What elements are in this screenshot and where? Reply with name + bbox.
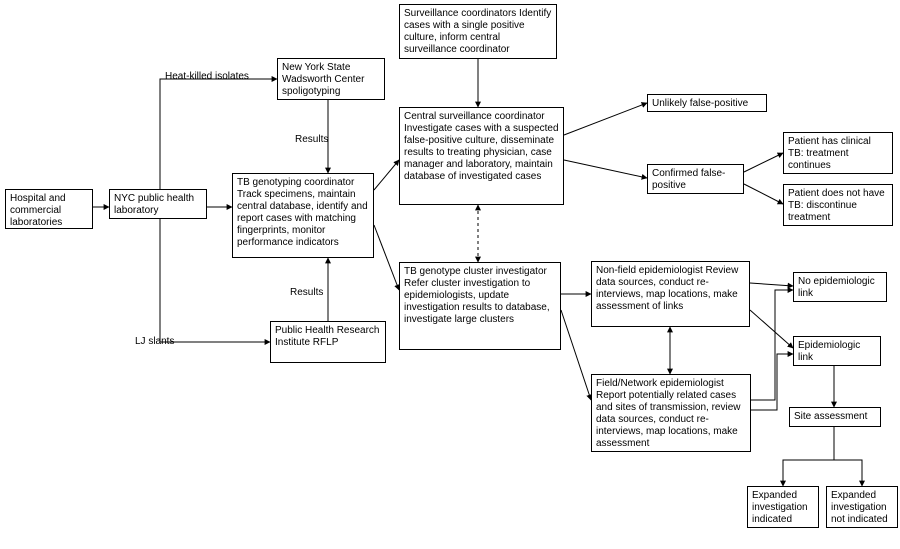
edge-7 — [374, 225, 399, 290]
edge-17 — [750, 283, 793, 286]
node-central_surv: Central surveillance coordinator Investi… — [399, 107, 564, 205]
node-exp_not_ind: Expanded investigation not indicated — [826, 486, 898, 528]
edge-6 — [374, 160, 399, 190]
edge-11 — [564, 160, 647, 178]
edge-15 — [561, 310, 591, 400]
node-hospital: Hospital and commercial laboratories — [5, 189, 93, 229]
node-field_epi: Field/Network epidemiologist Report pote… — [591, 374, 751, 452]
node-pt_clinical: Patient has clinical TB: treatment conti… — [783, 132, 893, 174]
node-exp_ind: Expanded investigation indicated — [747, 486, 819, 528]
node-nonfield_epi: Non-field epidemiologist Review data sou… — [591, 261, 750, 327]
node-tb_cluster: TB genotype cluster investigator Refer c… — [399, 262, 561, 350]
edge-label-results1: Results — [295, 134, 328, 145]
node-no_link: No epidemiologic link — [793, 272, 887, 302]
node-surv_coord: Surveillance coordinators Identify cases… — [399, 4, 557, 59]
node-tb_coord: TB genotyping coordinator Track specimen… — [232, 173, 374, 258]
node-site_assess: Site assessment — [789, 407, 881, 427]
node-nyc_lab: NYC public health laboratory — [109, 189, 207, 219]
node-pt_no_tb: Patient does not have TB: discontinue tr… — [783, 184, 893, 226]
edge-18 — [750, 310, 793, 348]
edge-10 — [564, 103, 647, 135]
node-nys_wadsworth: New York State Wadsworth Center spoligot… — [277, 58, 385, 100]
node-epi_link: Epidemiologic link — [793, 336, 881, 366]
edge-13 — [744, 184, 783, 204]
edge-12 — [744, 153, 783, 172]
edge-24 — [834, 460, 862, 486]
node-unlikely_fp: Unlikely false-positive — [647, 94, 767, 112]
edge-label-lj_slants: LJ slants — [135, 336, 174, 347]
edge-19 — [751, 290, 793, 400]
edge-label-heat_killed: Heat-killed isolates — [165, 71, 249, 82]
edge-20 — [751, 354, 793, 410]
node-confirmed_fp: Confirmed false-positive — [647, 164, 744, 194]
edge-label-results2: Results — [290, 287, 323, 298]
node-phri: Public Health Research Institute RFLP — [270, 321, 386, 363]
edge-23 — [783, 460, 834, 486]
